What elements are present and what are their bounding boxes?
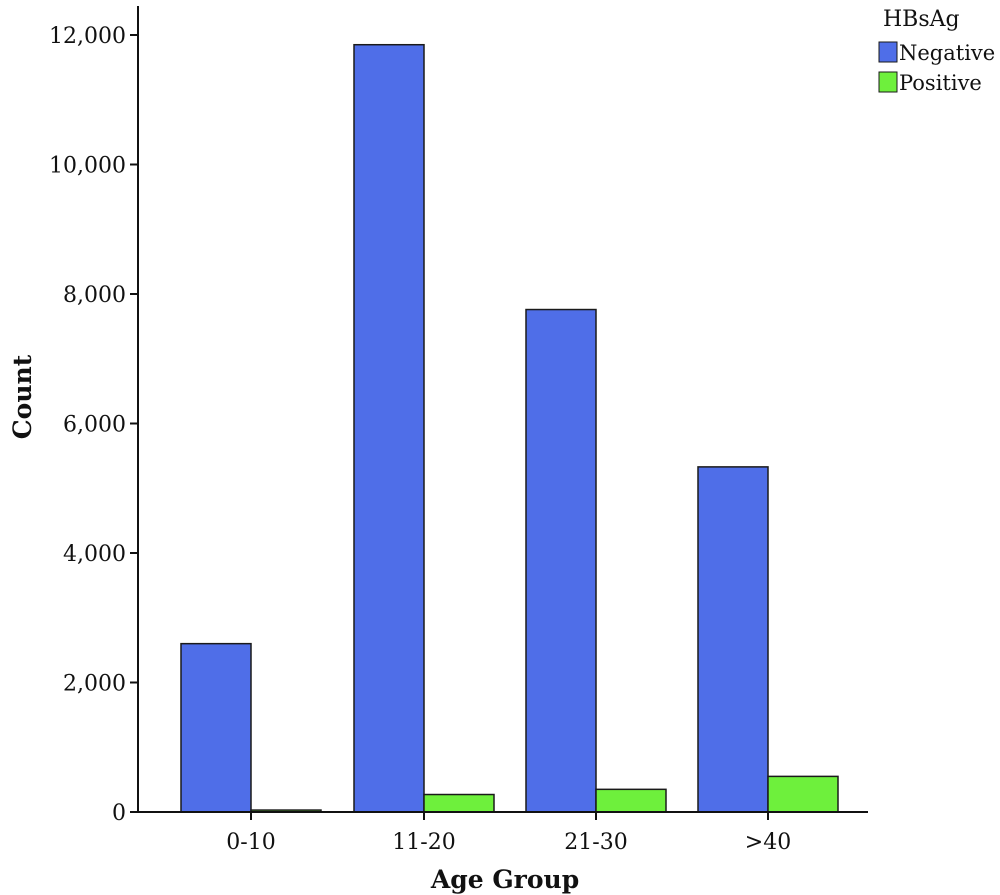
legend-swatch-positive xyxy=(878,71,898,93)
bar-positive-2 xyxy=(595,788,667,813)
y-tick-label: 8,000 xyxy=(63,283,126,308)
legend-swatch-negative xyxy=(878,41,898,63)
x-axis-ticks: 0-10 11-20 21-30 >40 xyxy=(226,812,791,855)
y-tick-label: 10,000 xyxy=(49,154,126,179)
x-axis-title: Age Group xyxy=(430,865,579,894)
legend-label-negative: Negative xyxy=(899,41,995,65)
y-axis-ticks: 0 2,000 4,000 6,000 8,000 10,000 12,000 xyxy=(49,24,138,826)
y-tick-label: 0 xyxy=(112,801,126,826)
y-tick-label: 4,000 xyxy=(63,542,126,567)
y-axis-title: Count xyxy=(8,354,37,439)
x-tick-label: 0-10 xyxy=(226,830,275,855)
bar-negative-1 xyxy=(353,43,425,813)
x-tick-label: 21-30 xyxy=(564,830,627,855)
bar-positive-1 xyxy=(423,793,495,813)
legend: HBsAg Negative Positive xyxy=(878,7,995,95)
bar-positive-3 xyxy=(767,775,839,813)
legend-label-positive: Positive xyxy=(899,71,982,95)
x-tick-label: 11-20 xyxy=(392,830,455,855)
y-tick-label: 6,000 xyxy=(63,413,126,438)
legend-title: HBsAg xyxy=(883,7,960,32)
y-tick-label: 2,000 xyxy=(63,672,126,697)
bar-negative-0 xyxy=(180,642,252,813)
bar-negative-2 xyxy=(525,308,597,813)
x-tick-label: >40 xyxy=(745,830,791,855)
bar-negative-3 xyxy=(697,466,769,813)
bars xyxy=(180,43,839,813)
y-tick-label: 12,000 xyxy=(49,24,126,49)
